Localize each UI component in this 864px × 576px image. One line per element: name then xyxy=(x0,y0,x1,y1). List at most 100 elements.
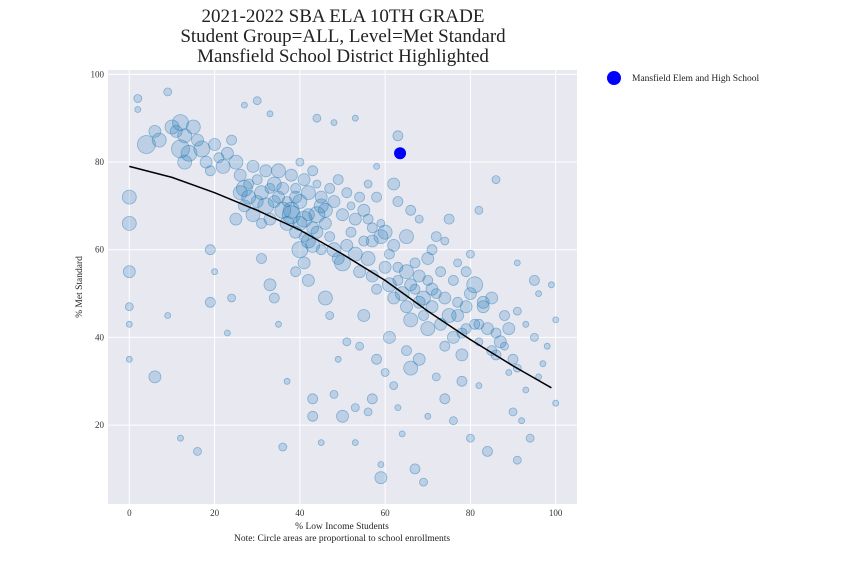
data-point xyxy=(371,353,383,365)
data-point xyxy=(403,312,419,328)
data-point xyxy=(399,229,414,245)
data-point xyxy=(301,208,315,222)
data-point xyxy=(290,182,302,194)
data-point xyxy=(377,224,393,240)
data-point xyxy=(290,266,302,278)
data-point xyxy=(513,259,521,267)
data-point xyxy=(465,249,475,259)
data-point xyxy=(263,278,277,292)
data-point xyxy=(392,261,404,273)
data-point xyxy=(357,203,371,217)
data-point xyxy=(281,196,293,207)
data-point xyxy=(300,185,316,201)
data-point xyxy=(405,204,417,216)
data-point xyxy=(122,265,136,279)
data-point xyxy=(177,154,193,170)
data-point xyxy=(363,407,373,417)
data-point xyxy=(376,218,386,228)
data-point xyxy=(256,217,267,229)
data-point xyxy=(172,114,189,131)
data-point xyxy=(151,132,167,148)
data-point xyxy=(525,433,535,443)
data-point xyxy=(199,155,213,169)
data-point xyxy=(418,310,429,321)
grid xyxy=(108,70,577,504)
data-point xyxy=(505,369,513,376)
data-point xyxy=(306,221,320,235)
data-point xyxy=(424,412,432,420)
data-point xyxy=(148,370,162,384)
data-point xyxy=(283,377,291,385)
data-point xyxy=(378,260,392,274)
data-point xyxy=(313,198,329,214)
data-point xyxy=(171,139,190,159)
data-point xyxy=(420,321,436,337)
data-point xyxy=(455,348,469,362)
legend-label: Mansfield Elem and High School xyxy=(632,73,760,84)
y-axis-label: % Met Standard xyxy=(75,256,85,318)
data-point xyxy=(310,225,324,239)
data-point xyxy=(392,274,404,286)
data-point xyxy=(121,215,137,231)
x-tick-label: 60 xyxy=(381,508,391,518)
data-point xyxy=(351,114,359,122)
data-point xyxy=(400,300,413,314)
data-point xyxy=(330,119,338,126)
data-point xyxy=(134,106,142,113)
data-point xyxy=(312,179,322,189)
data-point xyxy=(169,124,183,138)
data-point xyxy=(307,393,319,405)
data-point xyxy=(164,312,172,319)
data-point xyxy=(425,282,439,296)
data-point xyxy=(392,196,404,207)
chart-title-line-3: Mansfield School District Highlighted xyxy=(197,46,489,67)
data-point xyxy=(297,173,311,187)
data-point xyxy=(125,320,133,328)
y-tick-label: 20 xyxy=(95,420,105,430)
y-tick-label: 100 xyxy=(91,69,105,79)
data-point xyxy=(351,439,359,447)
data-point xyxy=(232,185,248,201)
data-point xyxy=(259,164,273,178)
data-point xyxy=(443,213,455,225)
data-point xyxy=(124,302,134,312)
data-point xyxy=(233,168,247,182)
data-point xyxy=(522,386,530,394)
data-point xyxy=(275,320,282,328)
data-point xyxy=(507,353,519,365)
data-point xyxy=(246,159,260,173)
data-point xyxy=(446,330,460,344)
data-point xyxy=(121,189,137,205)
data-point xyxy=(136,135,156,154)
data-point xyxy=(240,101,248,109)
highlight-point xyxy=(394,147,407,160)
data-point xyxy=(373,229,389,245)
chart-title-line-2: Student Group=ALL, Level=Met Standard xyxy=(180,26,506,47)
data-point xyxy=(235,179,253,197)
data-point xyxy=(469,318,481,330)
x-tick-label: 80 xyxy=(466,508,476,518)
data-point xyxy=(347,246,363,262)
data-point xyxy=(317,439,325,447)
data-point xyxy=(284,168,298,182)
data-point xyxy=(377,461,385,468)
data-point xyxy=(148,124,162,138)
data-point xyxy=(256,253,267,264)
data-point xyxy=(389,381,399,391)
data-point xyxy=(250,195,264,208)
data-point xyxy=(291,241,309,259)
data-point xyxy=(204,244,216,256)
data-point xyxy=(226,134,238,146)
data-point xyxy=(305,237,321,253)
data-point xyxy=(329,389,339,399)
data-point xyxy=(512,306,522,316)
data-point xyxy=(387,291,401,305)
data-point xyxy=(474,205,484,215)
data-point xyxy=(447,274,459,286)
data-point xyxy=(543,342,551,350)
data-point xyxy=(268,292,280,304)
data-point xyxy=(318,216,332,230)
data-point xyxy=(241,189,257,205)
data-point xyxy=(441,308,457,323)
data-point xyxy=(193,446,202,456)
